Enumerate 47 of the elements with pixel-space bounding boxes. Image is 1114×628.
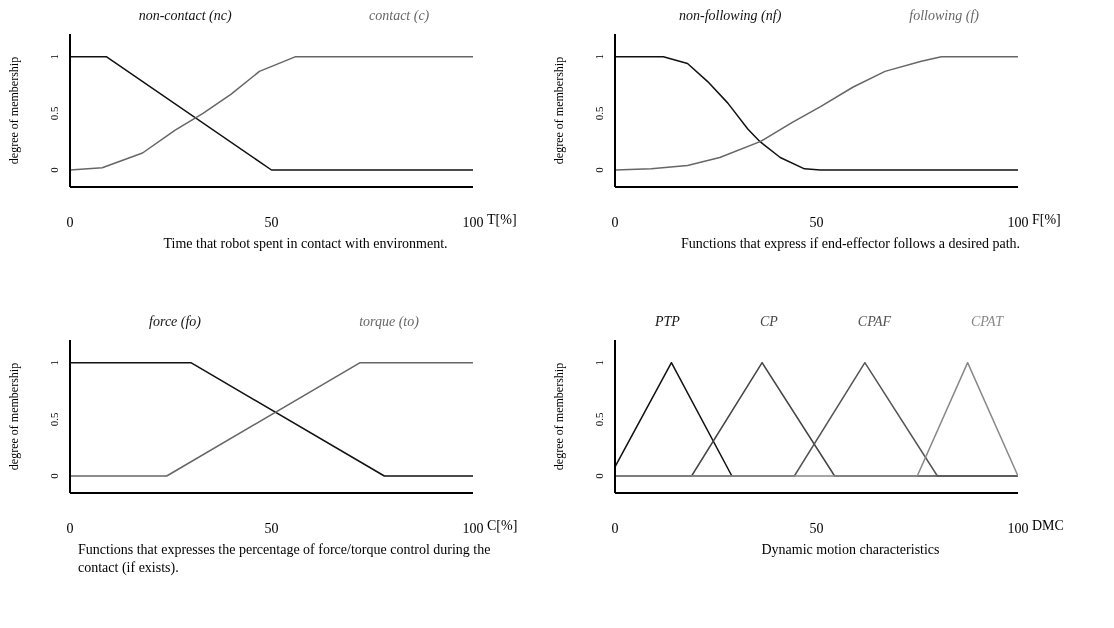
- y-tick-label: 0.5: [593, 411, 605, 427]
- x-tick-label: 50: [264, 520, 279, 536]
- text: CP: [759, 314, 778, 331]
- y-tick-label: 0.5: [48, 105, 60, 121]
- x-tick-label: 100: [462, 214, 484, 230]
- x-tick-label: 0: [66, 520, 74, 536]
- y-axis-title: degree of membership: [7, 362, 22, 471]
- text: Functions that express if end-effector follows a desired path.: [679, 235, 1022, 253]
- y-axis-title: degree of membership: [552, 362, 567, 471]
- y-tick-label: 1: [593, 53, 605, 60]
- text: CPAT: [971, 314, 1003, 331]
- x-tick-label: 50: [264, 214, 279, 230]
- y-tick-label: 0: [48, 472, 60, 479]
- y-tick-label: 1: [593, 359, 605, 366]
- text: non-following (nf): [679, 8, 782, 25]
- y-axis-title: degree of membership: [552, 56, 567, 165]
- text: Functions that expresses the percentage of force/torque control during the contact (if exists).: [78, 541, 492, 577]
- y-tick-label: 1: [48, 53, 60, 60]
- y-tick-label: 0.5: [593, 105, 605, 121]
- x-tick-label: 100: [1007, 520, 1029, 536]
- y-tick-label: 0.5: [48, 411, 60, 427]
- y-axis-title: degree of membership: [7, 56, 22, 165]
- text: contact (c): [369, 8, 430, 25]
- y-tick-label: 0: [48, 166, 60, 173]
- x-tick-label: 0: [611, 520, 619, 536]
- x-tick-label: 50: [809, 214, 824, 230]
- x-axis-title: C[%]: [487, 517, 518, 533]
- x-axis-title: F[%]: [1032, 211, 1061, 227]
- text: Dynamic motion characteristics: [760, 541, 941, 559]
- x-tick-label: 0: [611, 214, 619, 230]
- x-axis-title: T[%]: [487, 211, 517, 227]
- x-tick-label: 0: [66, 214, 74, 230]
- x-tick-label: 100: [1007, 214, 1029, 230]
- y-tick-label: 0: [593, 166, 605, 173]
- y-tick-label: 0: [593, 472, 605, 479]
- text: torque (to): [359, 314, 419, 331]
- text: PTP: [655, 314, 680, 331]
- x-tick-label: 50: [809, 520, 824, 536]
- text: following (f): [909, 8, 979, 25]
- text: force (fo): [149, 314, 202, 331]
- line-series: [615, 55, 1018, 171]
- text: non-contact (nc): [138, 8, 232, 25]
- text: Time that robot spent in contact with environment.: [162, 235, 449, 253]
- text: CPAF: [857, 314, 892, 331]
- x-tick-label: 100: [462, 520, 484, 536]
- y-tick-label: 1: [48, 359, 60, 366]
- x-axis-title: DMC: [1032, 517, 1064, 533]
